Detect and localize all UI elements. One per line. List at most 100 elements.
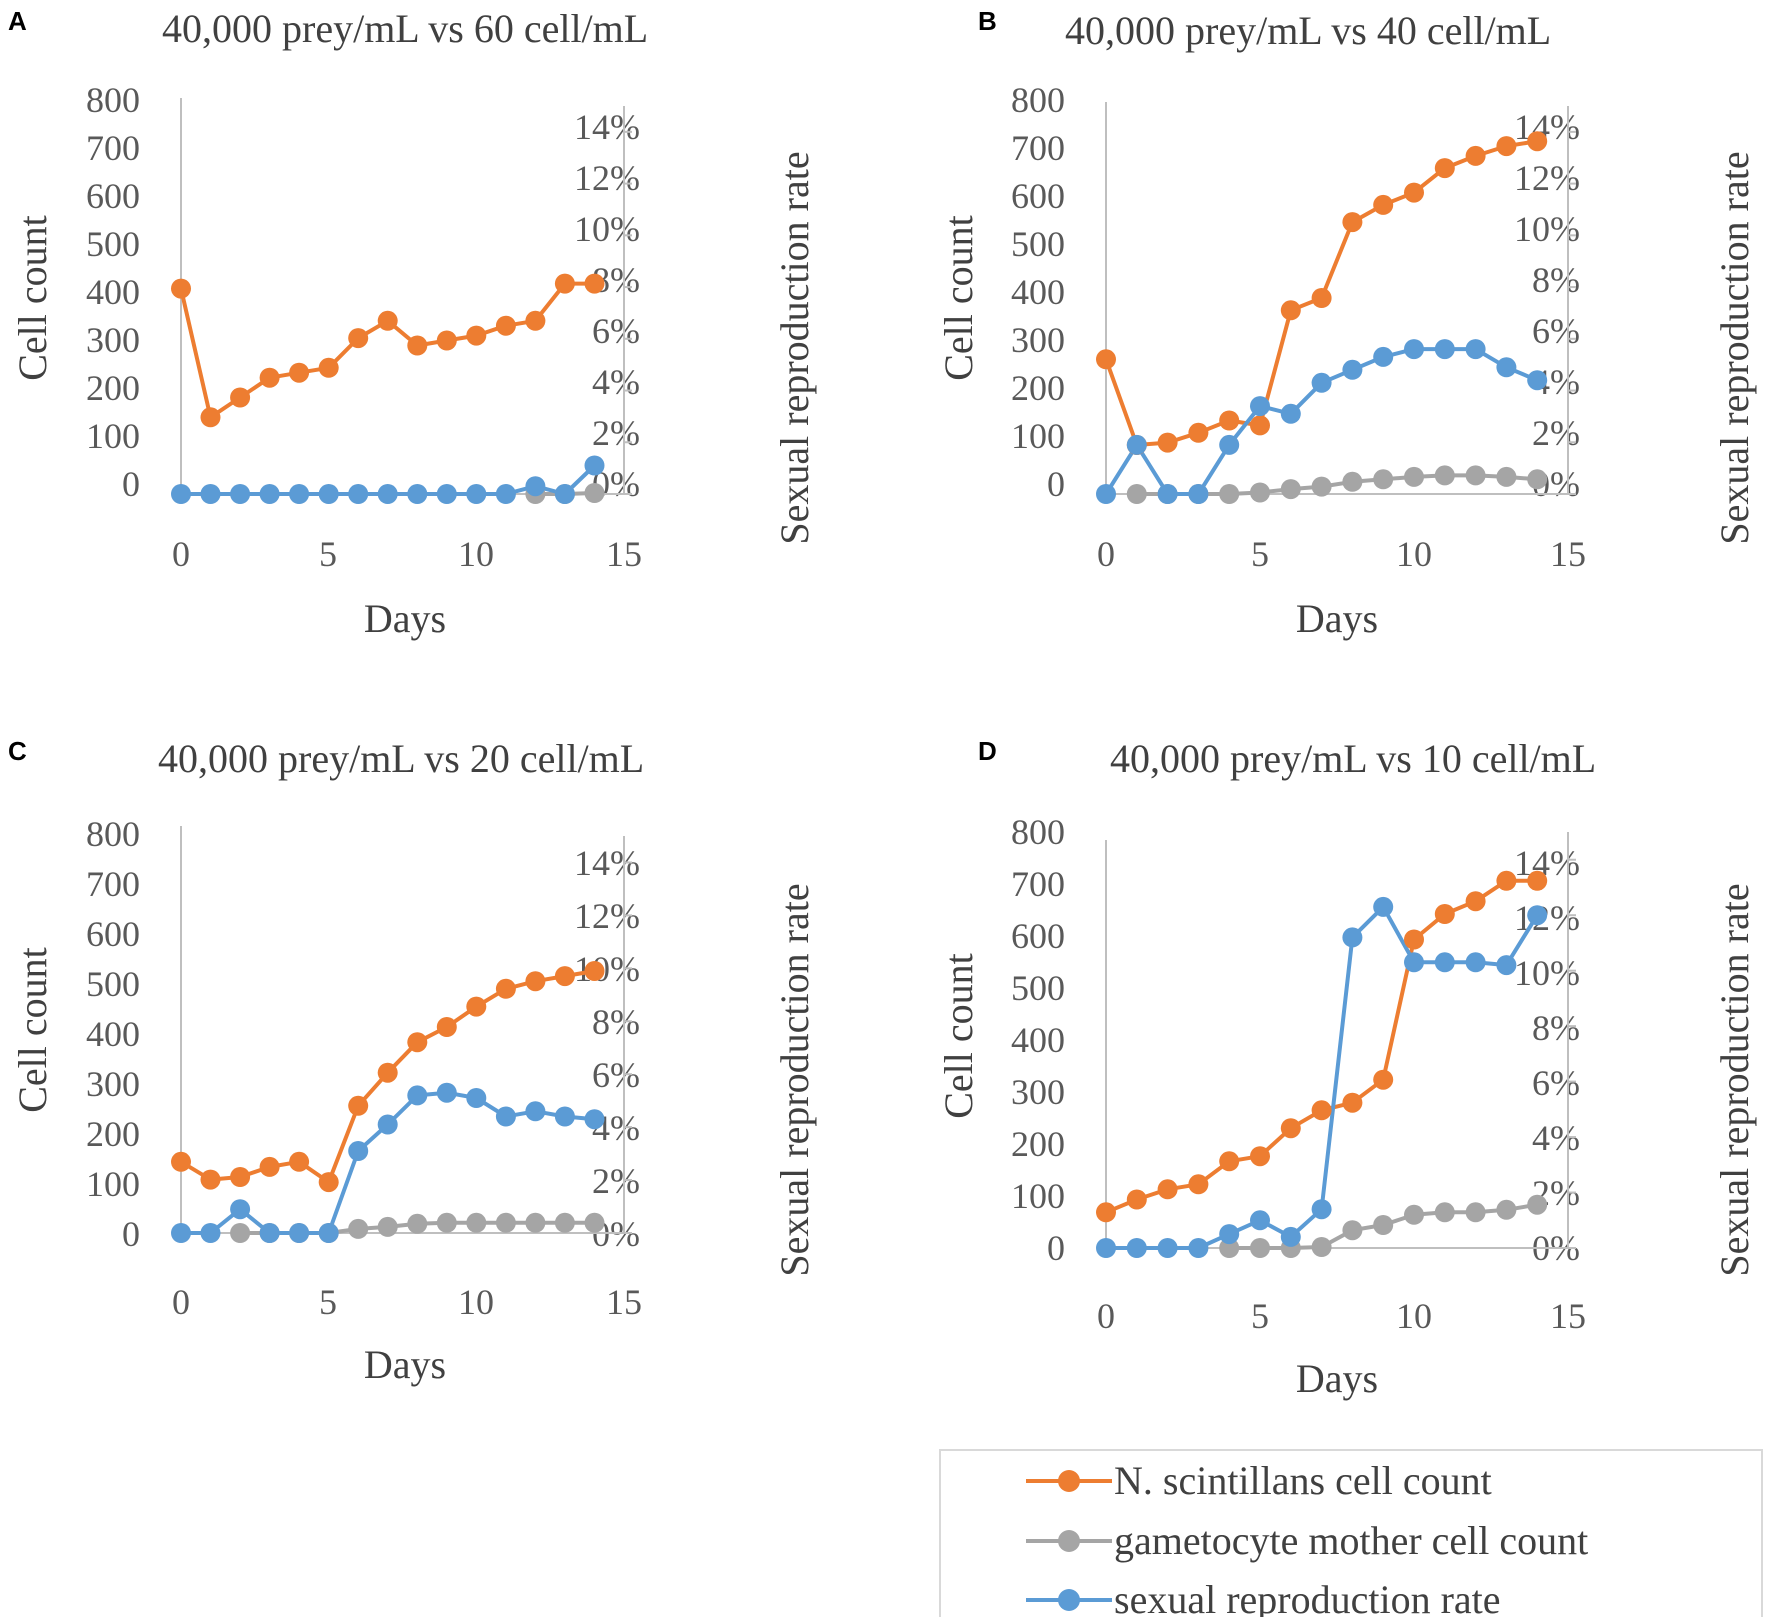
y2-tick-label: 8% (1532, 1008, 1580, 1048)
data-point-sexrate (1434, 952, 1455, 973)
data-point-ncount (1404, 182, 1424, 203)
data-point-ncount (377, 1062, 398, 1083)
x-tick-label: 5 (1251, 534, 1269, 574)
y2-tick-label: 14% (1514, 843, 1580, 883)
data-point-ncount (1219, 410, 1240, 431)
data-point-ncount (1219, 1151, 1240, 1172)
y2-tick-label: 8% (1532, 260, 1580, 300)
data-point-ncount (554, 273, 575, 294)
data-point-sexrate (289, 1223, 310, 1243)
y2-tick-label: 6% (592, 1055, 640, 1095)
data-point-ncount (1188, 1174, 1209, 1195)
data-point-gamet (1465, 465, 1486, 486)
data-point-ncount (584, 961, 605, 981)
data-point-sexrate (436, 484, 457, 504)
data-point-ncount (348, 1095, 369, 1116)
data-point-ncount (436, 1017, 457, 1037)
y-tick-label: 200 (86, 1114, 140, 1154)
data-point-sexrate (348, 1141, 369, 1161)
data-point-gamet (1219, 1238, 1240, 1258)
data-point-sexrate (1465, 952, 1486, 973)
y2-tick-label: 2% (592, 1161, 640, 1201)
y-axis-title: Cell count (10, 947, 55, 1113)
panel-a: A 40,000 prey/mL vs 60 cell/mL 0 100 200… (8, 6, 817, 641)
data-point-sexrate (1311, 1199, 1332, 1220)
x-tick-label: 15 (606, 534, 642, 574)
data-point-sexrate (1280, 403, 1301, 424)
data-point-gamet (1280, 479, 1301, 500)
x-tick-label: 15 (606, 1282, 642, 1322)
data-point-sexrate (1188, 1238, 1209, 1258)
data-point-ncount (1434, 158, 1455, 179)
chart-title: 40,000 prey/mL vs 10 cell/mL (1110, 736, 1596, 781)
data-point-ncount (1527, 131, 1548, 152)
data-point-sexrate (377, 484, 398, 504)
data-point-ncount (289, 362, 310, 383)
data-point-ncount (1126, 1189, 1147, 1210)
data-point-ncount (407, 335, 428, 356)
series-line-ncount (1105, 878, 1538, 1215)
data-point-sexrate (1311, 372, 1332, 393)
data-point-gamet (1465, 1202, 1486, 1223)
data-point-ncount (1311, 1100, 1332, 1121)
data-point-gamet (1404, 1204, 1424, 1225)
data-point-sexrate (436, 1082, 457, 1103)
y-tick-label: 0 (1047, 1228, 1065, 1268)
data-point-sexrate (584, 1109, 605, 1130)
y-axis-title: Cell count (936, 953, 981, 1119)
data-point-ncount (1311, 288, 1332, 308)
data-point-gamet (1496, 1199, 1517, 1220)
data-point-ncount (1527, 870, 1548, 891)
data-point-sexrate (1342, 927, 1363, 948)
data-point-gamet (1434, 465, 1455, 486)
y2-tick-label: 14% (574, 107, 640, 147)
data-point-sexrate (1188, 484, 1209, 504)
data-point-sexrate (1373, 896, 1394, 917)
data-point-sexrate (1373, 346, 1394, 367)
data-point-gamet (1434, 1202, 1455, 1223)
data-point-ncount (348, 328, 369, 349)
data-point-sexrate (1126, 1238, 1147, 1258)
data-point-sexrate (318, 484, 339, 504)
data-point-ncount (554, 966, 575, 987)
data-point-ncount (1157, 432, 1178, 453)
x-tick-label: 10 (458, 1282, 494, 1322)
data-point-sexrate (1280, 1226, 1301, 1247)
legend-item-sexrate: sexual reproduction rate (1026, 1577, 1501, 1617)
data-point-gamet (466, 1212, 487, 1233)
y2-axis-title: Sexual reproduction rate (772, 883, 817, 1276)
y-tick-label: 400 (86, 1014, 140, 1054)
data-point-ncount (1434, 904, 1455, 924)
data-point-ncount (466, 325, 487, 346)
data-point-ncount (584, 273, 605, 294)
data-point-ncount (1096, 1202, 1116, 1223)
panel-d: D 40,000 prey/mL vs 10 cell/mL 0 100 200… (936, 736, 1757, 1401)
data-point-gamet (584, 1212, 605, 1233)
y2-tick-label: 12% (1514, 158, 1580, 198)
y-tick-label: 700 (86, 864, 140, 904)
data-point-sexrate (259, 484, 280, 504)
data-point-gamet (525, 1212, 546, 1233)
x-tick-label: 10 (1396, 534, 1432, 574)
data-point-sexrate (1219, 1224, 1240, 1245)
legend-marker-sexrate (1058, 1589, 1080, 1611)
y-tick-label: 100 (1011, 416, 1065, 456)
y-tick-label: 300 (1011, 320, 1065, 360)
y-tick-label: 0 (1047, 464, 1065, 504)
y-tick-label: 0 (122, 1214, 140, 1254)
y2-tick-label: 10% (1514, 953, 1580, 993)
data-point-sexrate (1404, 339, 1424, 360)
data-point-sexrate (407, 1085, 428, 1106)
y-tick-label: 500 (86, 964, 140, 1004)
panel-letter: C (8, 736, 27, 766)
data-point-ncount (200, 1169, 221, 1190)
x-tick-label: 15 (1550, 534, 1586, 574)
y-axis-title: Cell count (10, 215, 55, 381)
data-point-sexrate (230, 1199, 251, 1220)
legend-label: N. scintillans cell count (1114, 1458, 1492, 1503)
data-point-sexrate (495, 1106, 516, 1127)
data-point-sexrate (377, 1114, 398, 1135)
data-point-sexrate (525, 1101, 546, 1122)
data-point-gamet (1342, 1220, 1363, 1241)
data-point-ncount (259, 1156, 280, 1177)
